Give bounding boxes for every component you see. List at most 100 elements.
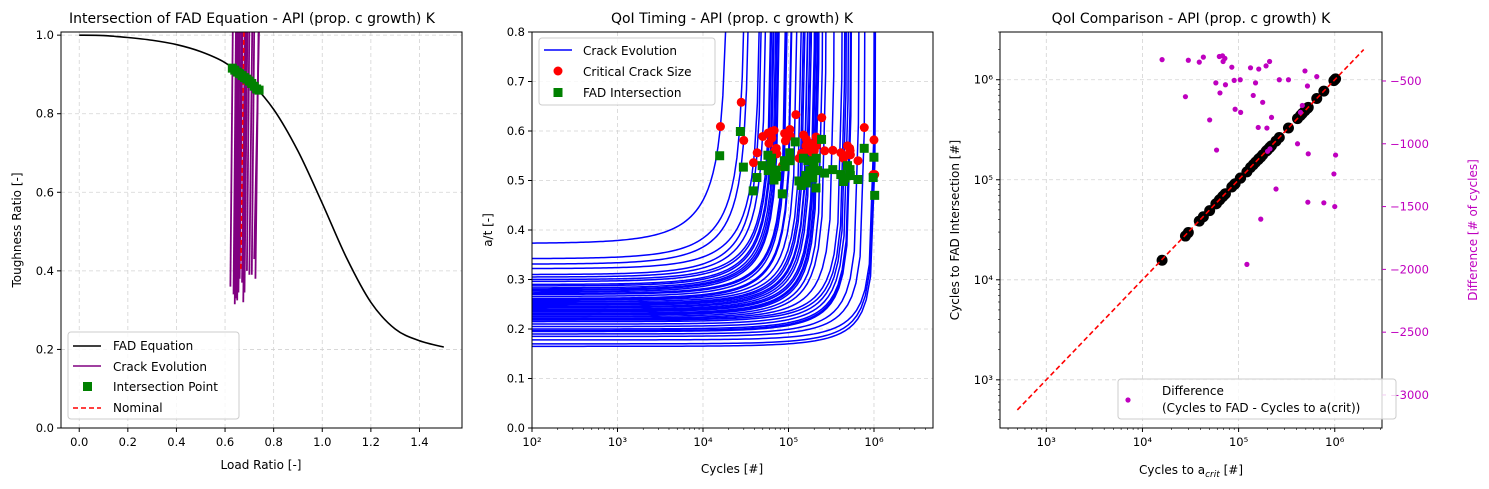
x-tick-label: 10⁴ bbox=[1133, 435, 1153, 449]
chart-title: QoI Timing - API (prop. c growth) K bbox=[611, 11, 854, 27]
legend-label: Intersection Point bbox=[113, 380, 218, 394]
crack-evolution-line bbox=[532, 32, 820, 316]
axis-ticks: 10² 10³ 10⁴ 10⁵ 10⁶ 0.0 0.1 0.2 0.3 0.4 0.5 0.6 0.7 0… bbox=[507, 25, 926, 449]
fad-intersection-point bbox=[828, 165, 838, 175]
fad-intersection-point bbox=[752, 173, 762, 183]
crack-evolution-line bbox=[532, 32, 835, 320]
y-tick-label: 0.3 bbox=[507, 273, 525, 287]
legend-label: FAD Intersection bbox=[583, 86, 681, 100]
legend-label: (Cycles to FAD - Cycles to a(crit)) bbox=[1162, 401, 1360, 415]
y-tick-label: 1.0 bbox=[36, 28, 54, 42]
critical-crack-point bbox=[820, 146, 830, 156]
crack-evolution-line bbox=[532, 32, 806, 305]
fad-intersection-point bbox=[870, 190, 880, 200]
y-tick-label: 10³ bbox=[974, 373, 994, 387]
fad-intersection-point bbox=[735, 126, 745, 136]
crack-evolution-line bbox=[532, 32, 802, 303]
difference-point bbox=[1222, 82, 1229, 88]
y-tick-label: 10⁵ bbox=[974, 173, 994, 187]
fad-intersection-point bbox=[801, 178, 811, 188]
fad-intersection-point bbox=[803, 156, 813, 166]
difference-point bbox=[1213, 147, 1220, 153]
fad-intersection-point bbox=[785, 156, 795, 166]
difference-point bbox=[1260, 99, 1266, 105]
crack-evolution-line bbox=[532, 32, 775, 287]
crack-evolution-line bbox=[532, 32, 852, 332]
difference-point bbox=[1207, 117, 1213, 123]
fad-intersection-point bbox=[809, 158, 819, 168]
crack-evolution-line bbox=[532, 32, 860, 335]
x-axis-label-text: Cycles to a bbox=[1139, 463, 1205, 477]
fad-intersection-point bbox=[757, 161, 767, 171]
difference-point bbox=[1182, 94, 1189, 100]
difference-point bbox=[1285, 77, 1292, 83]
critical-crack-point bbox=[859, 123, 869, 133]
legend-label: Critical Crack Size bbox=[583, 65, 691, 79]
difference-point bbox=[1258, 216, 1264, 222]
fad-intersection-point bbox=[790, 137, 800, 147]
x-tick-label: 0.6 bbox=[216, 435, 234, 449]
crack-evolution-line bbox=[532, 32, 827, 319]
crack-evolution-line bbox=[532, 32, 875, 341]
y2-tick-label: −2500 bbox=[1390, 325, 1429, 339]
fad-intersection-point bbox=[772, 172, 782, 182]
x-tick-label: 0.4 bbox=[167, 435, 185, 449]
legend-critical-marker bbox=[553, 66, 563, 76]
fad-intersection-point bbox=[869, 152, 879, 162]
crack-evolution-line bbox=[532, 32, 809, 306]
y-axis-label: a/t [-] bbox=[481, 213, 495, 247]
fad-intersection-point bbox=[785, 148, 795, 158]
axis-ticks: 0.0 0.2 0.4 0.6 0.8 1.0 1.2 1.4 0.0 0.2 0.4 0.6 0.8 1… bbox=[36, 28, 429, 449]
fad-intersection-point bbox=[780, 162, 790, 172]
difference-point bbox=[1232, 106, 1238, 112]
difference-point bbox=[1252, 80, 1259, 86]
y-tick-label: 0.4 bbox=[507, 223, 525, 237]
difference-point bbox=[1297, 109, 1304, 115]
crack-evolution-line bbox=[532, 32, 866, 338]
crack-evolution-line bbox=[243, 32, 249, 293]
crack-evolution-line bbox=[532, 32, 780, 292]
y2-axis-label: Difference [# of cycles] bbox=[1466, 159, 1480, 301]
crack-evolution-line bbox=[532, 32, 777, 289]
difference-point bbox=[1237, 77, 1243, 83]
difference-point bbox=[1247, 65, 1254, 71]
critical-crack-point bbox=[853, 156, 863, 166]
crack-evolution-line bbox=[532, 32, 745, 260]
crack-evolution-line bbox=[532, 32, 824, 318]
crack-evolution-line bbox=[532, 32, 778, 291]
x-tick-label: 1.4 bbox=[410, 435, 428, 449]
y-tick-label: 0.8 bbox=[36, 107, 54, 121]
legend-label: Difference bbox=[1162, 384, 1224, 398]
difference-point bbox=[1200, 54, 1206, 60]
fad-intersection-point bbox=[868, 173, 878, 183]
x-axis-label-subscript: crit bbox=[1205, 470, 1220, 480]
crack-evolution-line bbox=[532, 32, 853, 333]
difference-point bbox=[1196, 59, 1202, 65]
fad-intersection-point bbox=[763, 166, 773, 176]
difference-point bbox=[1159, 57, 1165, 63]
y-tick-label: 0.2 bbox=[507, 322, 525, 336]
difference-point bbox=[1263, 63, 1269, 69]
crack-evolution-line bbox=[532, 32, 809, 308]
y-tick-label: 0.7 bbox=[507, 75, 525, 89]
legend-label: FAD Equation bbox=[113, 339, 193, 353]
critical-crack-point bbox=[739, 135, 749, 145]
panel-qoi-comparison: QoI Comparison - API (prop. c growth) K … bbox=[948, 11, 1480, 480]
crack-evolution-line bbox=[532, 32, 772, 281]
crack-evolution-line bbox=[532, 32, 847, 325]
y-tick-label: 0.6 bbox=[36, 185, 54, 199]
fad-intersection-point bbox=[845, 165, 855, 175]
difference-point bbox=[1314, 73, 1320, 80]
x-tick-label: 1.0 bbox=[313, 435, 331, 449]
legend-intersection-marker bbox=[83, 382, 92, 391]
crack-evolution-line bbox=[532, 32, 773, 283]
critical-crack-point bbox=[749, 158, 759, 168]
axes-frame bbox=[999, 31, 1383, 429]
difference-point bbox=[1332, 152, 1339, 158]
plot-area bbox=[79, 32, 444, 348]
y2-tick-label: −2000 bbox=[1390, 262, 1429, 276]
crack-evolution-line bbox=[532, 32, 798, 302]
difference-point bbox=[1321, 200, 1327, 206]
axes-frame bbox=[60, 31, 463, 429]
